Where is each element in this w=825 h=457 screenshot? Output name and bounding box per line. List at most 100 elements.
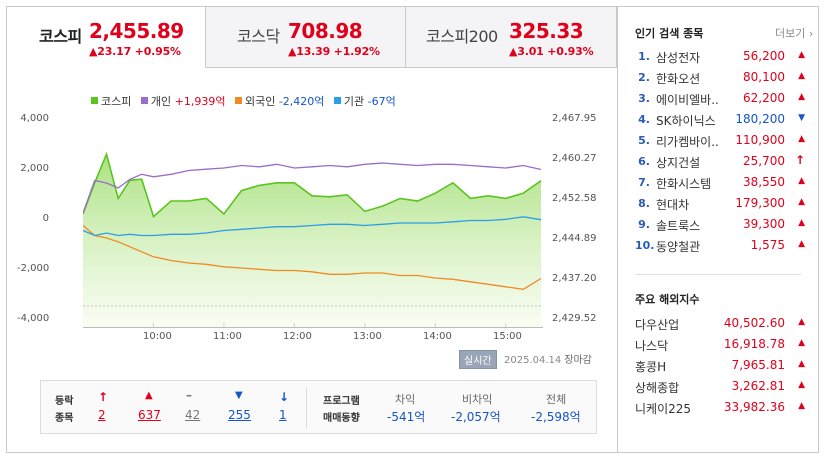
- upper-limit-count[interactable]: 2: [98, 408, 106, 422]
- down-icon: ▼: [235, 390, 243, 401]
- overseas-index-item[interactable]: 다우산업 40,502.60 ▲: [635, 314, 807, 335]
- market-stats-box: 등락 종목 ↑ 2 ▲ 637 – 42 ▼ 255 ↓ 1 프로그램 매매동향…: [40, 380, 597, 434]
- x-tick-label: 10:00: [143, 331, 172, 342]
- up-arrow-icon: ▲: [798, 50, 805, 60]
- popular-rank: 7.: [638, 176, 650, 189]
- overseas-index-name: 니케이225: [635, 402, 692, 416]
- legend-kospi-swatch: [91, 97, 98, 104]
- popular-name: 동양철관: [656, 240, 701, 254]
- intraday-chart: [83, 151, 543, 328]
- up-arrow-icon: ▲: [798, 176, 805, 186]
- up-arrow-icon: ▲: [798, 239, 805, 249]
- realtime-button[interactable]: 실시간: [459, 350, 497, 369]
- series-line-foreign: [83, 225, 542, 290]
- popular-price: 1,575: [750, 238, 785, 252]
- popular-item[interactable]: 5. 리가켐바이.. 110,900 ▲: [635, 131, 807, 152]
- up-count[interactable]: 637: [138, 408, 161, 422]
- popular-rank: 2.: [638, 71, 650, 84]
- popular-rank: 1.: [638, 50, 650, 63]
- popular-name: 한화시스템: [656, 177, 712, 191]
- overseas-index-value: 33,982.36: [723, 400, 785, 414]
- left-tick-label: -2,000: [17, 263, 50, 274]
- overseas-index-item[interactable]: 니케이225 33,982.36 ▲: [635, 398, 807, 419]
- left-tick-label: 4,000: [20, 113, 49, 124]
- popular-item[interactable]: 2. 한화오션 80,100 ▲: [635, 68, 807, 89]
- tab-kospi200-name: 코스피200: [426, 27, 498, 46]
- popular-price: 62,200: [743, 91, 785, 105]
- unchanged-icon: –: [186, 388, 192, 402]
- overseas-index-item[interactable]: 상해종합 3,262.81 ▲: [635, 377, 807, 398]
- chevron-right-icon: ›: [805, 27, 814, 40]
- non-arbitrage-value: -2,057억: [451, 410, 501, 424]
- lower-limit-count[interactable]: 1: [279, 408, 287, 422]
- x-tick-label: 11:00: [213, 331, 242, 342]
- right-tick-label: 2,444.89: [552, 233, 597, 244]
- popular-item[interactable]: 9. 솔트룩스 39,300 ▲: [635, 215, 807, 236]
- right-tick-label: 2,429.52: [552, 313, 597, 324]
- legend-institution-label: 기관: [343, 95, 365, 108]
- unchanged-count[interactable]: 42: [185, 408, 201, 422]
- popular-price: 56,200: [743, 49, 785, 63]
- overseas-index-value: 7,965.81: [731, 358, 785, 372]
- legend-institution: 기관 -67억: [333, 95, 396, 108]
- tab-kospi200[interactable]: 코스피200 325.33 ▲3.01 +0.93%: [406, 7, 617, 68]
- popular-rank: 3.: [638, 92, 650, 105]
- legend-foreign-swatch: [234, 97, 242, 104]
- popular-item[interactable]: 8. 현대차 179,300 ▲: [635, 194, 807, 215]
- legend-individual-swatch: [140, 97, 148, 104]
- overseas-index-name: 홍콩H: [635, 360, 667, 374]
- series-line-individual: [83, 162, 542, 214]
- tab-kospi[interactable]: 코스피 2,455.89 ▲23.17 +0.95%: [7, 7, 206, 68]
- popular-name: 리가켐바이..: [656, 135, 719, 149]
- popular-item[interactable]: 3. 에이비엘바.. 62,200 ▲: [635, 89, 807, 110]
- program-label-2: 매매동향: [323, 413, 360, 424]
- right-tick-label: 2,437.20: [552, 273, 597, 284]
- legend-kospi-label: 코스피: [101, 95, 132, 108]
- down-count[interactable]: 255: [228, 408, 251, 422]
- popular-item[interactable]: 10. 동양철관 1,575 ▲: [635, 236, 807, 257]
- legend-foreign: 외국인 -2,420억: [234, 95, 325, 108]
- overseas-index-value: 40,502.60: [723, 316, 785, 330]
- up-icon: ▲: [145, 390, 153, 401]
- upper-limit-icon: ↑: [98, 390, 109, 404]
- x-tick-label: 13:00: [353, 331, 382, 342]
- popular-name: SK하이닉스: [656, 114, 716, 128]
- overseas-index-item[interactable]: 홍콩H 7,965.81 ▲: [635, 356, 807, 377]
- legend-foreign-label: 외국인: [244, 95, 276, 108]
- tab-kosdaq-value: 708.98: [288, 19, 363, 43]
- popular-price: 39,300: [743, 217, 785, 231]
- arbitrage-value: -541억: [387, 410, 426, 424]
- overseas-index-item[interactable]: 나스닥 16,918.78 ▲: [635, 335, 807, 356]
- right-tick-label: 2,467.95: [552, 113, 597, 124]
- up-arrow-icon: ▲: [798, 359, 805, 369]
- popular-name: 상지건설: [656, 156, 701, 170]
- popular-name: 삼성전자: [656, 51, 701, 65]
- program-total-label: 전체: [546, 393, 567, 406]
- overseas-index-name: 다우산업: [635, 318, 680, 332]
- popular-item[interactable]: 6. 상지건설 25,700 ↑: [635, 152, 807, 173]
- legend-foreign-value: -2,420억: [278, 95, 325, 108]
- up-arrow-icon: ▲: [798, 218, 805, 228]
- up-arrow-icon: ▲: [798, 338, 805, 348]
- program-label: 프로그램: [323, 396, 360, 407]
- up-arrow-icon: ▲: [798, 317, 805, 327]
- popular-price: 179,300: [735, 196, 785, 210]
- left-tick-label: 0: [42, 213, 49, 224]
- more-link[interactable]: 더보기 ›: [775, 25, 813, 41]
- up-arrow-icon: ▲: [798, 71, 805, 81]
- series-line-layer: [83, 151, 542, 290]
- lower-limit-icon: ↓: [279, 390, 290, 404]
- stats-divider: [306, 387, 307, 429]
- chart-legend: 코스피 개인 +1,939억 외국인 -2,420억 기관 -67억: [91, 93, 402, 109]
- popular-rank: 5.: [638, 134, 650, 147]
- advance-decline-label-2: 종목: [55, 413, 74, 424]
- popular-rank: 8.: [638, 197, 650, 210]
- popular-item[interactable]: 4. SK하이닉스 180,200 ▼: [635, 110, 807, 131]
- overseas-index-name: 상해종합: [635, 381, 680, 395]
- tab-kosdaq[interactable]: 코스닥 708.98 ▲13.39 +1.92%: [206, 7, 406, 68]
- popular-item[interactable]: 7. 한화시스템 38,550 ▲: [635, 173, 807, 194]
- popular-item[interactable]: 1. 삼성전자 56,200 ▲: [635, 47, 807, 68]
- tab-kosdaq-change: ▲13.39 +1.92%: [288, 45, 380, 58]
- legend-institution-value: -67억: [367, 95, 396, 108]
- tab-kospi-name: 코스피: [39, 27, 82, 46]
